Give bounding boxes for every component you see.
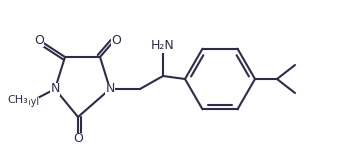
Text: N: N xyxy=(50,83,60,96)
Text: O: O xyxy=(111,34,121,46)
Text: CH₃: CH₃ xyxy=(7,95,28,105)
Text: methyl: methyl xyxy=(5,97,39,107)
Text: N: N xyxy=(105,83,115,96)
Text: O: O xyxy=(73,132,83,145)
Text: H₂N: H₂N xyxy=(151,39,175,52)
Text: O: O xyxy=(34,34,44,46)
